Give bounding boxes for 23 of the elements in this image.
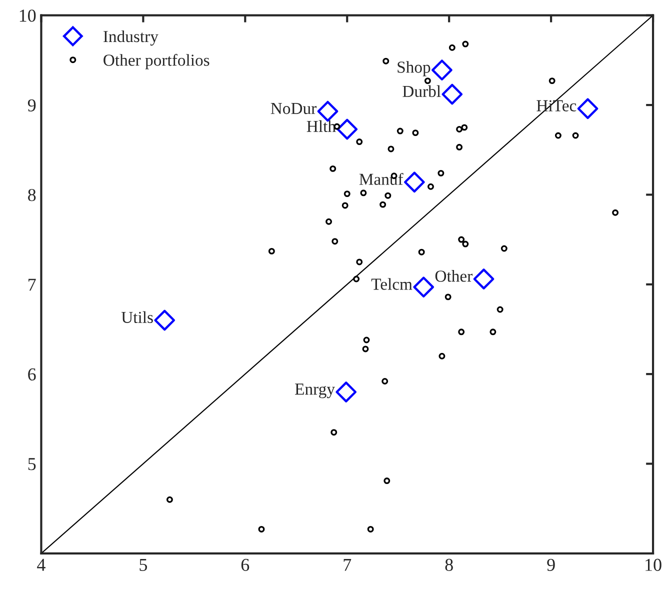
legend-label: Other portfolios [104, 54, 210, 70]
annotation: Enrgy [295, 384, 335, 398]
annotation: Manuf [359, 173, 404, 185]
annotation: Telcm [371, 278, 412, 290]
x-tick-label: 6 [241, 558, 250, 571]
x-tick-label: 5 [140, 558, 148, 571]
annotation: Utils [121, 311, 153, 324]
annotation: Other [435, 270, 473, 282]
annotation: NoDur [270, 103, 316, 114]
y-tick-label: 9 [28, 99, 36, 112]
y-tick-label: 8 [28, 188, 36, 202]
legend-label: Industry [104, 30, 158, 46]
x-tick-label: 4 [37, 558, 46, 571]
annotation: Shop [398, 61, 430, 76]
y-tick-label: 5 [28, 458, 36, 470]
x-tick-label: 10 [646, 558, 662, 571]
annotation: Durbl [402, 85, 441, 98]
y-tick-label: 7 [28, 278, 36, 291]
y-tick-label: 6 [28, 368, 36, 380]
x-tick-label: 7 [344, 558, 352, 571]
y-tick-label: 10 [20, 10, 36, 22]
x-tick-label: 8 [445, 558, 453, 571]
x-tick-label: 9 [547, 558, 555, 571]
